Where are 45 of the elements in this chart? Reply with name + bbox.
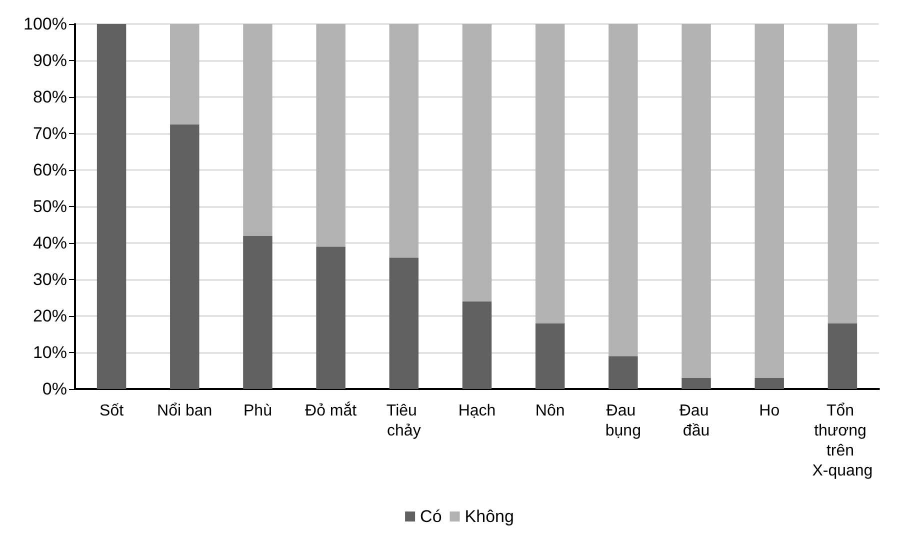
- x-tick-label: Tiêu chảy: [386, 402, 422, 440]
- y-tick-label: 50%: [32, 197, 67, 216]
- x-tick-label: Sốt: [100, 402, 124, 420]
- x-tick-label: Tổn thương trên X-quang: [812, 402, 873, 480]
- bar: [608, 356, 638, 389]
- y-tick-label: 90%: [32, 51, 67, 70]
- bar: [389, 258, 419, 389]
- bar: [316, 246, 346, 389]
- x-tick-label: Nổi ban: [157, 402, 212, 420]
- bar: [754, 378, 784, 389]
- bar: [170, 24, 200, 124]
- y-tick-label: 70%: [32, 124, 67, 143]
- bar: [754, 24, 784, 378]
- y-tick-label: 60%: [32, 160, 67, 180]
- x-tick-label: Hạch: [458, 402, 496, 420]
- x-tick-label: Đau bụng: [605, 402, 641, 440]
- bar: [535, 323, 565, 389]
- bar: [682, 24, 711, 378]
- legend-label: Không: [464, 507, 514, 526]
- bar: [243, 236, 272, 389]
- legend-label: Có: [420, 507, 442, 526]
- y-tick-label: 30%: [32, 270, 67, 289]
- y-tick-label: 100%: [24, 14, 67, 34]
- x-tick-label: Nôn: [535, 402, 565, 420]
- y-tick-label: 80%: [32, 88, 67, 106]
- bar: [316, 24, 346, 247]
- bar: [243, 24, 272, 236]
- x-tick-label: Đau đầu: [679, 402, 714, 440]
- y-tick-label: 20%: [32, 306, 67, 326]
- bar: [389, 24, 419, 258]
- bar: [462, 24, 492, 302]
- bar: [170, 124, 200, 389]
- bar: [828, 24, 858, 324]
- x-tick-label: Đỏ mắt: [305, 402, 358, 420]
- bar: [828, 323, 858, 389]
- y-tick-label: 10%: [32, 343, 67, 362]
- bar: [608, 24, 638, 356]
- bar: [462, 301, 492, 389]
- bar: [682, 378, 711, 389]
- bar: [535, 24, 565, 324]
- y-tick-label: 0%: [42, 380, 67, 398]
- x-tick-label: Ho: [759, 402, 780, 420]
- bar: [96, 24, 126, 389]
- y-tick-label: 40%: [32, 234, 67, 252]
- x-tick-label: Phù: [243, 402, 272, 420]
